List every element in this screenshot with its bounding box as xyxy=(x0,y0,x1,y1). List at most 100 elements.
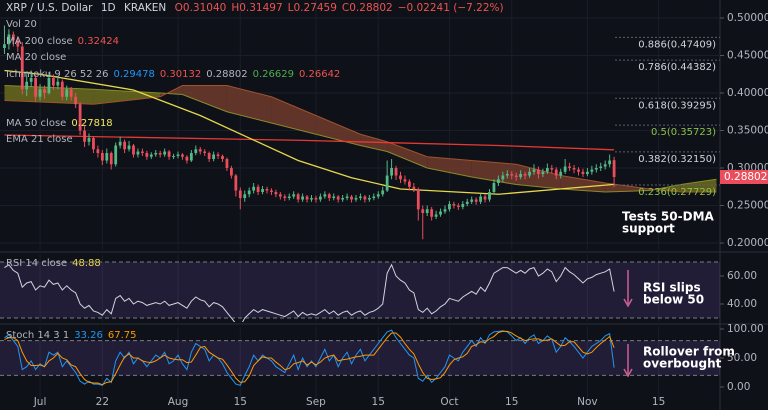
candle-body xyxy=(496,179,500,184)
candle-body xyxy=(501,175,505,180)
legend-value: 33.26 xyxy=(74,330,103,341)
candle-body xyxy=(572,168,576,170)
arrow-head xyxy=(623,298,633,308)
candle-body xyxy=(238,190,242,199)
candle-body xyxy=(359,196,362,199)
candle-body xyxy=(550,168,554,170)
header-value: −0.02241 (−7.22%) xyxy=(397,2,504,14)
candle-body xyxy=(92,138,95,150)
arrow-head xyxy=(623,368,633,378)
band xyxy=(0,261,720,318)
candle-body xyxy=(456,205,460,208)
candle-body xyxy=(114,145,118,165)
symbol: XRP / U.S. Dollar xyxy=(6,2,93,14)
cloud-segment xyxy=(271,96,316,135)
legend-name: Vol 20 xyxy=(6,19,37,30)
candle-body xyxy=(16,40,20,47)
candle-body xyxy=(323,194,327,197)
legend-entry: Vol 20 xyxy=(6,18,42,32)
candle-body xyxy=(225,159,229,169)
candle-body xyxy=(256,186,260,193)
candle-body xyxy=(123,141,126,150)
candle-body xyxy=(29,78,33,82)
x-tick-label: Oct xyxy=(440,396,458,408)
legend-entry: Stoch 14 3 1 33.26 67.75 xyxy=(6,329,142,343)
fib-label: 0.786(0.44382) xyxy=(638,62,716,73)
y-tick-label: 0.25000 xyxy=(727,200,768,212)
candle-body xyxy=(448,204,451,210)
x-tick-label: Sep xyxy=(306,396,326,408)
candle-body xyxy=(105,153,109,161)
legend-value: 0.26642 xyxy=(298,69,341,80)
candle-body xyxy=(158,153,162,155)
candle-body xyxy=(372,196,376,199)
x-tick-label: 22 xyxy=(96,396,109,408)
candle-body xyxy=(74,96,78,105)
candle-body xyxy=(176,154,180,157)
candle-body xyxy=(537,169,540,175)
candle-body xyxy=(483,196,487,200)
x-tick-label: 15 xyxy=(652,396,665,408)
candle-body xyxy=(327,194,331,199)
candle-body xyxy=(412,186,416,190)
legend-value: 0.26629 xyxy=(252,69,294,80)
annotation: Tests 50-DMA xyxy=(622,210,715,224)
candle-body xyxy=(25,81,29,90)
last-price-label: 0.28802 xyxy=(724,171,767,183)
candle-body xyxy=(390,168,393,176)
annotation: overbought xyxy=(643,357,722,371)
candle-body xyxy=(96,149,100,154)
panel xyxy=(0,255,720,322)
y-tick-label: 60.00 xyxy=(727,270,757,282)
header-value: H0.31497 xyxy=(231,2,283,14)
candle-body xyxy=(559,171,563,176)
fib-label: 0.5(0.35723) xyxy=(651,127,716,138)
candle-body xyxy=(488,192,491,200)
candle-body xyxy=(443,209,447,212)
legend-name: MA 50 close xyxy=(6,118,67,129)
candle-body xyxy=(3,44,6,49)
y-tick-label: 0.50000 xyxy=(727,12,768,24)
candle-body xyxy=(212,154,215,160)
band xyxy=(0,340,720,376)
candle-body xyxy=(590,169,594,172)
candle-body xyxy=(421,209,425,214)
candle-body xyxy=(163,151,167,155)
fib-label: 0.618(0.39295) xyxy=(638,100,716,111)
candle-body xyxy=(274,192,278,195)
legend-name: Ichimoku 9 26 52 26 xyxy=(6,69,109,80)
candle-body xyxy=(216,154,220,157)
candle-body xyxy=(229,168,233,176)
annotation: support xyxy=(622,222,675,236)
candle-body xyxy=(465,201,469,205)
candle-body xyxy=(350,196,353,200)
candle-body xyxy=(363,196,367,200)
candle-body xyxy=(270,190,273,193)
candle-body xyxy=(292,194,296,197)
x-tick-label: Jul xyxy=(33,396,47,408)
candle-body xyxy=(78,104,82,131)
candle-body xyxy=(38,89,42,97)
candle-body xyxy=(492,183,496,193)
candle-body xyxy=(140,151,144,154)
legend-value: 0.28802 xyxy=(206,69,248,80)
candle-body xyxy=(301,196,304,200)
candle-body xyxy=(203,151,207,154)
exchange: KRAKEN xyxy=(123,2,167,14)
x-tick-label: Nov xyxy=(577,396,598,408)
legend-entry: MA 50 close 0.27818 xyxy=(6,117,118,131)
y-tick-label: 0.40000 xyxy=(727,87,768,99)
cloud-segment xyxy=(680,179,717,193)
candle-body xyxy=(194,149,198,154)
y-tick-label: 40.00 xyxy=(727,298,757,310)
legend-entry: EMA 21 close xyxy=(6,133,78,147)
candle-body xyxy=(470,199,474,202)
y-tick-label: 0.35000 xyxy=(727,125,768,137)
legend-entry: MA 200 close 0.32424 xyxy=(6,35,124,49)
cloud-edge xyxy=(4,85,717,193)
candle-body xyxy=(247,190,251,195)
candle-body xyxy=(65,89,69,97)
x-tick-label: 15 xyxy=(505,396,518,408)
candle-body xyxy=(243,194,247,199)
